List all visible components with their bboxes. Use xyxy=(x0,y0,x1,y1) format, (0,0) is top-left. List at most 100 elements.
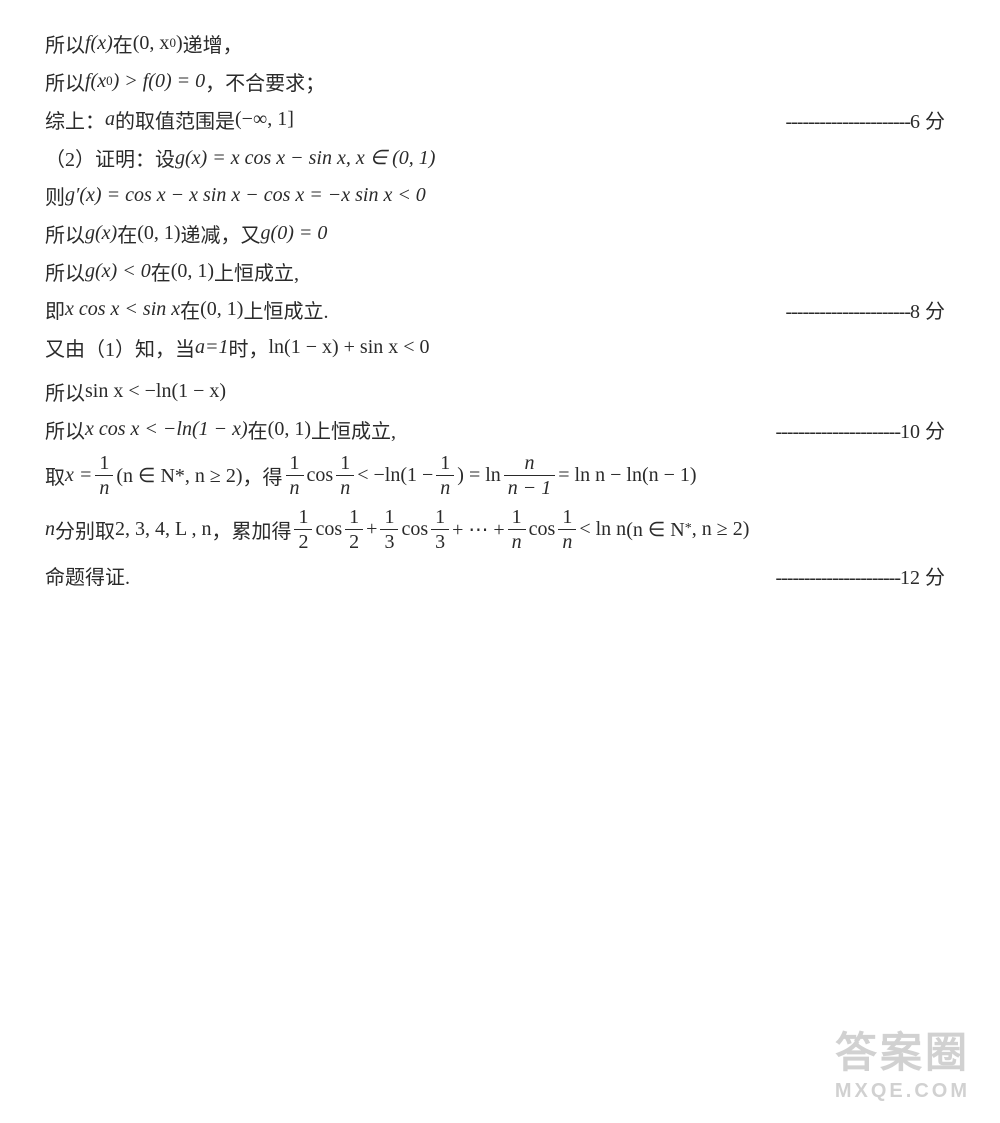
proof-line: 综上： a 的取值范围是 (−∞, 1] -------------------… xyxy=(45,101,955,137)
t: 分别取 xyxy=(55,515,115,544)
watermark: 答案圈 MXQE.COM xyxy=(835,1019,970,1103)
fraction: nn − 1 xyxy=(504,453,556,498)
proof-line: 所以 f(x) 在 (0, x0) 递增， xyxy=(45,25,955,61)
math: (0, x xyxy=(133,32,170,55)
fraction: 1n xyxy=(558,507,576,552)
proof-line: 则 g′(x) = cos x − x sin x − cos x = −x s… xyxy=(45,177,955,213)
math: (0, 1) xyxy=(268,418,311,441)
text: 取 x = 1n (n ∈ N*, n ≥ 2) ，得 1n cos 1n < … xyxy=(45,453,697,498)
text: 所以 g(x) < 0 在 (0, 1) 上恒成立, xyxy=(45,257,299,286)
score-marker: ----------------------10 分 xyxy=(775,415,945,444)
proof-line: 取 x = 1n (n ∈ N*, n ≥ 2) ，得 1n cos 1n < … xyxy=(45,449,955,501)
t: 递增， xyxy=(183,29,243,58)
math: x = xyxy=(65,464,92,487)
math: (−∞, 1] xyxy=(235,108,294,131)
math: g(x) xyxy=(85,222,117,245)
proof-line: 所以 f(x0) > f(0) = 0 ，不合要求； xyxy=(45,63,955,99)
text: 所以 f(x0) > f(0) = 0 ，不合要求； xyxy=(45,67,325,96)
proof-line: n 分别取 2, 3, 4, L , n ，累加得 12 cos 12 + 13… xyxy=(45,503,955,555)
t: 在 xyxy=(117,219,137,248)
t: 所以 xyxy=(45,377,85,406)
t: 的取值范围是 xyxy=(115,105,235,134)
dashes: ---------------------- xyxy=(785,301,910,323)
score: 8 分 xyxy=(910,301,945,323)
score: 12 分 xyxy=(900,567,945,589)
math: = ln n − ln(n − 1) xyxy=(558,464,696,487)
text: 所以 f(x) 在 (0, x0) 递增， xyxy=(45,29,243,58)
math: a=1 xyxy=(195,336,229,359)
math: f(x) xyxy=(85,32,113,55)
math: g′(x) = cos x − x sin x − cos x = −x sin… xyxy=(65,184,426,207)
math: cos xyxy=(529,518,556,541)
t: 取 xyxy=(45,461,65,490)
score-marker: ----------------------8 分 xyxy=(785,295,945,324)
t: 在 xyxy=(151,257,171,286)
math: sin x < −ln(1 − x) xyxy=(85,380,226,403)
math: n xyxy=(45,518,55,541)
text: 所以 g(x) 在 (0, 1) 递减，又 g(0) = 0 xyxy=(45,219,327,248)
math: < −ln(1 − xyxy=(357,464,433,487)
math: (n ∈ N xyxy=(626,517,685,542)
t: （2）证明：设 xyxy=(45,143,175,172)
math: ln(1 − x) + sin x < 0 xyxy=(269,336,430,359)
t: 所以 xyxy=(45,415,85,444)
text: 所以 sin x < −ln(1 − x) xyxy=(45,377,226,406)
math: x cos x < sin x xyxy=(65,298,180,321)
math: , n ≥ 2) xyxy=(692,518,750,541)
t: 在 xyxy=(113,29,133,58)
math: cos xyxy=(315,518,342,541)
math: g(0) = 0 xyxy=(261,222,328,245)
text: 则 g′(x) = cos x − x sin x − cos x = −x s… xyxy=(45,181,426,210)
t: 综上： xyxy=(45,105,105,134)
t: 上恒成立, xyxy=(311,415,396,444)
math: ) > f(0) = 0 xyxy=(113,70,206,93)
t: 则 xyxy=(45,181,65,210)
t: ，累加得 xyxy=(211,515,291,544)
t: 命题得证. xyxy=(45,561,130,590)
t: 在 xyxy=(180,295,200,324)
math: x cos x < −ln(1 − x) xyxy=(85,418,248,441)
proof-line: 又由（1）知，当 a=1 时， ln(1 − x) + sin x < 0 xyxy=(45,329,955,365)
proof-line: 所以 x cos x < −ln(1 − x) 在 (0, 1) 上恒成立, -… xyxy=(45,411,955,447)
math: (0, 1) xyxy=(200,298,243,321)
t: 即 xyxy=(45,295,65,324)
score-marker: ----------------------12 分 xyxy=(775,561,945,590)
watermark-en: MXQE.COM xyxy=(835,1080,970,1103)
t: 所以 xyxy=(45,29,85,58)
t: 所以 xyxy=(45,219,85,248)
math: cos xyxy=(401,518,428,541)
text: 所以 x cos x < −ln(1 − x) 在 (0, 1) 上恒成立, xyxy=(45,415,396,444)
proof-line: 所以 sin x < −ln(1 − x) xyxy=(45,373,955,409)
text: 即 x cos x < sin x 在 (0, 1) 上恒成立. xyxy=(45,295,328,324)
proof-line: 所以 g(x) 在 (0, 1) 递减，又 g(0) = 0 xyxy=(45,215,955,251)
text: 命题得证. xyxy=(45,561,130,590)
score: 10 分 xyxy=(900,421,945,443)
score: 6 分 xyxy=(910,111,945,133)
text: 综上： a 的取值范围是 (−∞, 1] xyxy=(45,105,294,134)
fraction: 13 xyxy=(380,507,398,552)
dashes: ---------------------- xyxy=(785,111,910,133)
math: 2, 3, 4, L , n xyxy=(115,518,211,541)
text: 又由（1）知，当 a=1 时， ln(1 − x) + sin x < 0 xyxy=(45,333,430,362)
math: + ⋯ + xyxy=(452,517,505,542)
math: g(x) = x cos x − sin x, x ∈ (0, 1) xyxy=(175,145,435,170)
t: 上恒成立, xyxy=(214,257,299,286)
t: 所以 xyxy=(45,67,85,96)
sup: * xyxy=(685,521,692,537)
math: a xyxy=(105,108,115,131)
t: 时， xyxy=(229,333,269,362)
math: + xyxy=(366,518,377,541)
fraction: 1n xyxy=(436,453,454,498)
math: < ln n xyxy=(579,518,626,541)
math: ) = ln xyxy=(457,464,501,487)
math: (n ∈ N*, n ≥ 2) xyxy=(116,463,242,488)
fraction: 1n xyxy=(336,453,354,498)
t: 上恒成立. xyxy=(243,295,328,324)
score-marker: ----------------------6 分 xyxy=(785,105,945,134)
math: (0, 1) xyxy=(171,260,214,283)
fraction: 12 xyxy=(294,507,312,552)
fraction: 1n xyxy=(508,507,526,552)
text: （2）证明：设 g(x) = x cos x − sin x, x ∈ (0, … xyxy=(45,143,435,172)
t: ，得 xyxy=(243,461,283,490)
math: cos xyxy=(307,464,334,487)
